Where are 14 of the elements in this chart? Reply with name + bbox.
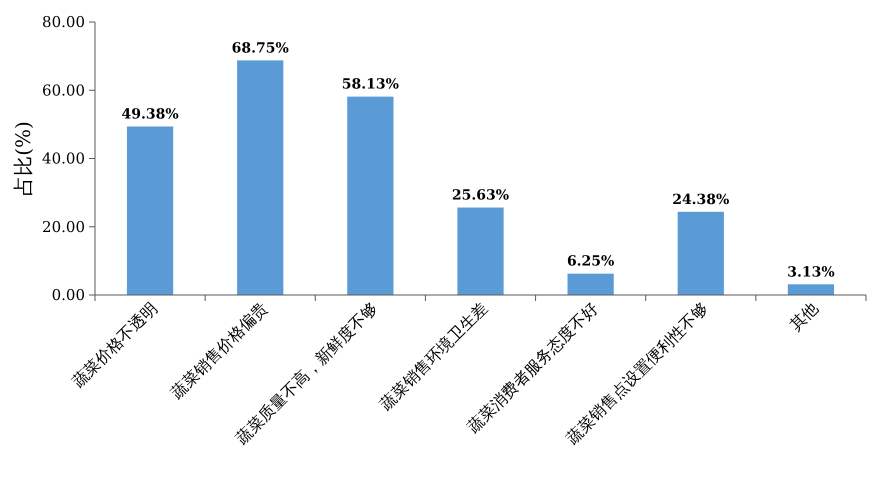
y-tick-label: 20.00 — [42, 218, 85, 236]
data-label: 6.25% — [566, 254, 614, 270]
data-label: 49.38% — [121, 106, 179, 122]
y-tick-label: 60.00 — [42, 81, 85, 100]
data-label: 3.13% — [787, 264, 835, 280]
y-tick-label: 80.00 — [42, 13, 85, 31]
data-label: 58.13% — [342, 76, 399, 93]
data-label: 25.63% — [452, 188, 510, 204]
x-tick-label: 其他 — [786, 298, 822, 334]
data-label: 68.75% — [232, 40, 289, 56]
data-label: 24.38% — [672, 192, 730, 208]
y-axis-title: 占比(%) — [11, 121, 35, 196]
y-tick-label: 40.00 — [42, 150, 85, 168]
y-tick-label: 0.00 — [52, 286, 85, 304]
